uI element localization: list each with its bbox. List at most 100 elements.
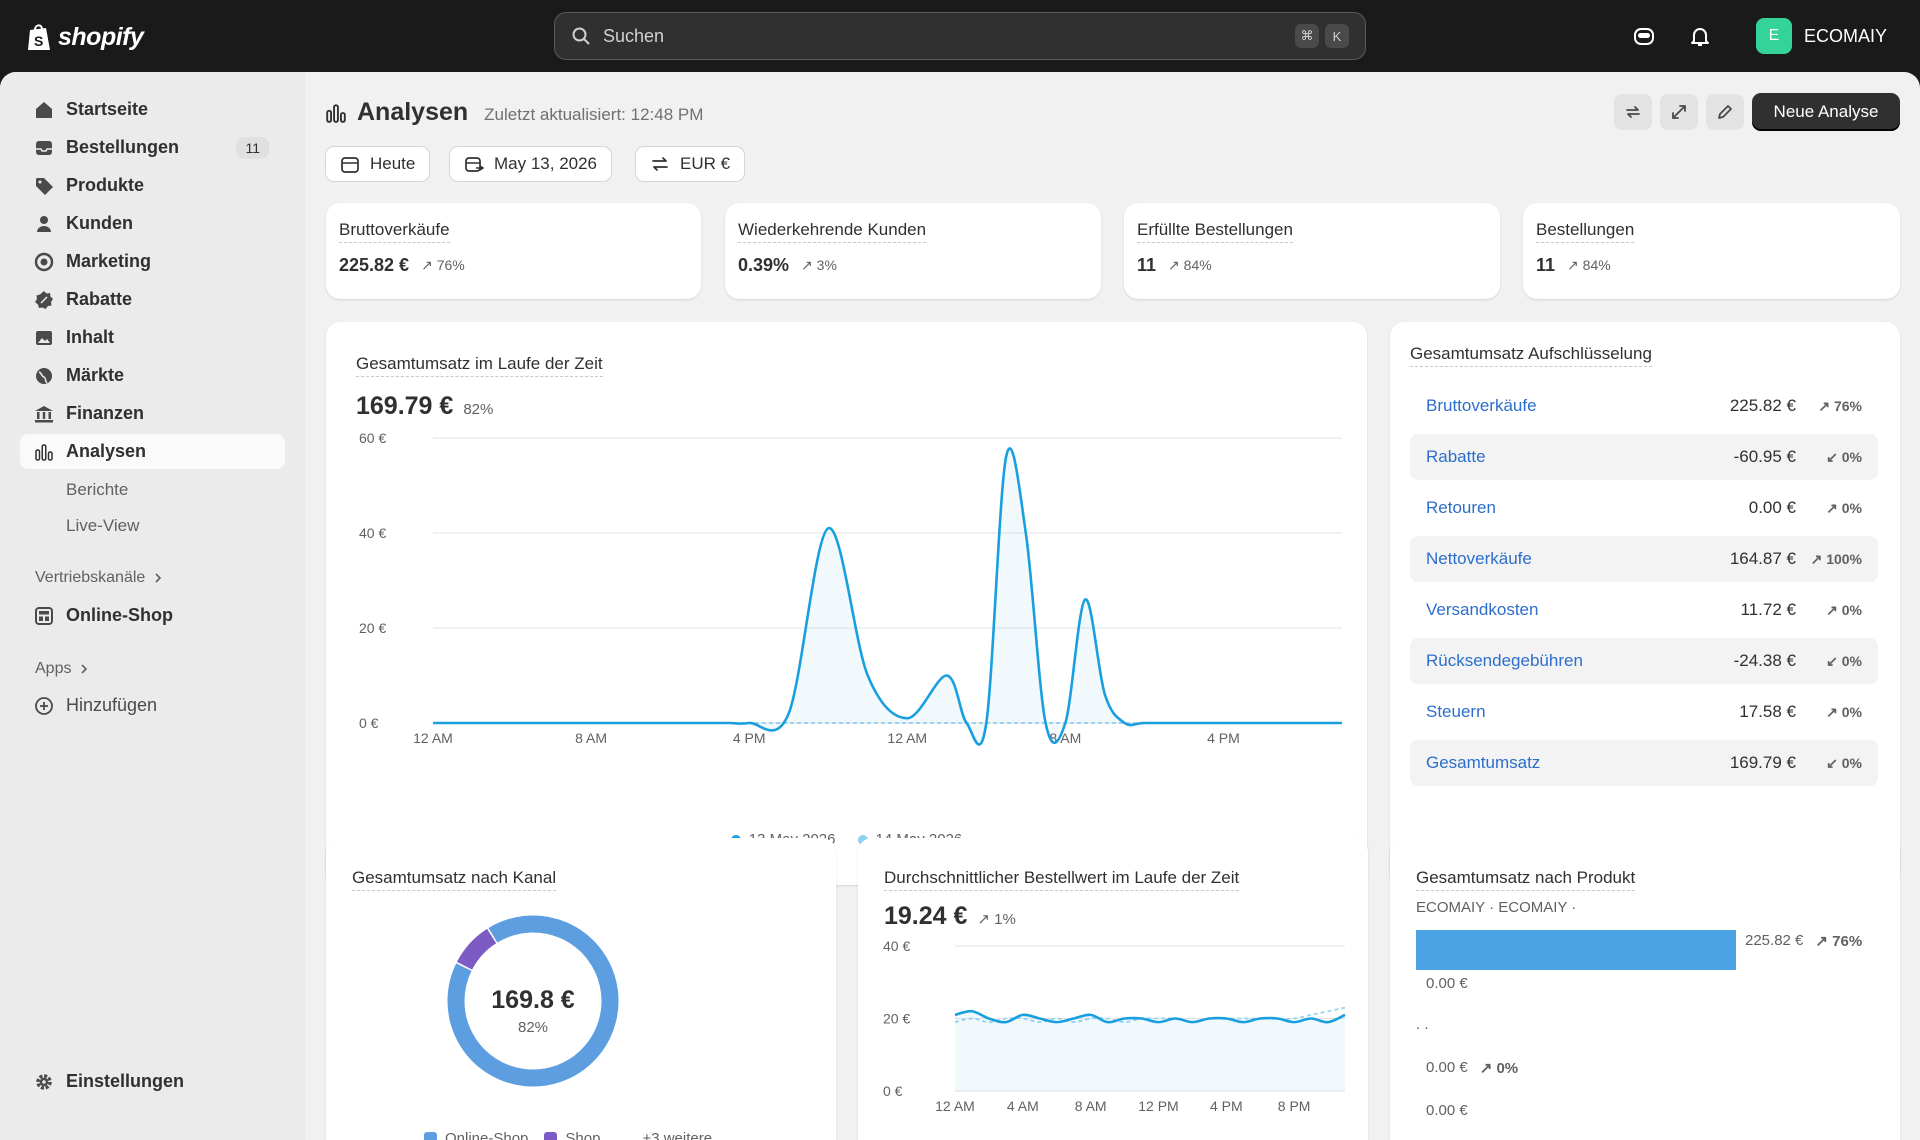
breakdown-row-bruttoverkaeufe[interactable]: Bruttoverkäufe 225.82 € ↗ 76% — [1410, 383, 1878, 429]
sales-by-product-card[interactable]: Gesamtumsatz nach Produkt ECOMAIY · ECOM… — [1390, 838, 1900, 1140]
currency-filter[interactable]: EUR € — [635, 146, 746, 182]
sidebar-item-einstellungen[interactable]: Einstellungen — [20, 1064, 285, 1099]
refresh-button[interactable] — [1614, 94, 1652, 130]
edit-button[interactable] — [1706, 94, 1744, 130]
card-title: Gesamtumsatz nach Produkt — [1416, 868, 1636, 891]
series-line-current — [954, 1009, 1346, 1024]
sidebar-subitem-berichte[interactable]: Berichte — [66, 480, 129, 499]
sidebar-item-startseite[interactable]: Startseite — [20, 92, 285, 127]
search-input[interactable]: Suchen ⌘ K — [554, 12, 1366, 60]
breakdown-label[interactable]: Gesamtumsatz — [1426, 753, 1541, 772]
breakdown-row-gesamtumsatz[interactable]: Gesamtumsatz 169.79 € ↙ 0% — [1410, 740, 1878, 786]
sidebar-item-produkte[interactable]: Produkte — [20, 168, 285, 203]
x-tick-label: 4 PM — [1210, 1098, 1243, 1114]
aov-value: 19.24 € — [884, 902, 968, 930]
sales-channels-label: Vertriebskanäle — [35, 569, 146, 586]
sidebar-item-add-app[interactable]: Hinzufügen — [20, 688, 285, 723]
chevron-right-icon — [155, 573, 162, 583]
sidebar-item-kunden[interactable]: Kunden — [20, 206, 285, 241]
kpi-card-wiederkehrende-kunden[interactable]: Wiederkehrende Kunden 0.39% ↗ 3% — [725, 203, 1101, 299]
sidekick-icon[interactable] — [1630, 22, 1658, 50]
breakdown-label[interactable]: Steuern — [1426, 702, 1486, 721]
breakdown-row-nettoverkaeufe[interactable]: Nettoverkäufe 164.87 € ↗ 100% — [1410, 536, 1878, 582]
breakdown-value: -24.38 € — [1733, 651, 1796, 670]
kpi-delta-value: 76% — [436, 257, 465, 273]
breakdown-row-ruecksendegebuehren[interactable]: Rücksendegebühren -24.38 € ↙ 0% — [1410, 638, 1878, 684]
sidebar-item-label: Hinzufügen — [66, 695, 158, 715]
orders-icon — [36, 140, 52, 155]
sidebar-item-analysen[interactable]: Analysen — [20, 434, 285, 469]
kpi-delta: ↗ 84% — [1567, 257, 1611, 273]
x-tick-label: 12 PM — [1138, 1098, 1178, 1114]
sidebar-item-finanzen[interactable]: Finanzen — [20, 396, 285, 431]
shortcut-k-key: K — [1325, 24, 1349, 48]
date-range-filter[interactable]: Heute — [325, 146, 431, 182]
breakdown-label[interactable]: Rücksendegebühren — [1426, 651, 1583, 670]
kpi-value: 0.39% — [738, 255, 790, 275]
sidebar-item-inhalt[interactable]: Inhalt — [20, 320, 285, 355]
donut-center-value: 169.8 € — [491, 986, 575, 1014]
breakdown-delta: ↗ 0% — [1826, 601, 1862, 618]
breakdown-label[interactable]: Nettoverkäufe — [1426, 549, 1532, 568]
kpi-delta: ↗ 3% — [801, 257, 837, 273]
discount-icon — [35, 290, 53, 309]
breakdown-row-rabatte[interactable]: Rabatte -60.95 € ↙ 0% — [1410, 434, 1878, 480]
breakdown-row-versandkosten[interactable]: Versandkosten 11.72 € ↗ 0% — [1410, 587, 1878, 633]
new-analysis-button[interactable]: Neue Analyse — [1752, 93, 1900, 131]
breakdown-label[interactable]: Bruttoverkäufe — [1426, 396, 1537, 415]
sales-total-value: 169.79 € — [356, 392, 454, 420]
shopify-logo[interactable]: S shopify — [26, 22, 144, 52]
comparison-date-filter[interactable]: May 13, 2026 — [449, 146, 613, 182]
top-bar: S shopify Suchen ⌘ K E ECOMAIY — [0, 0, 1920, 72]
y-tick-label: 0 € — [359, 715, 379, 731]
expand-icon — [1672, 105, 1686, 119]
kpi-card-bruttoverkaeufe[interactable]: Bruttoverkäufe 225.82 € ↗ 76% — [326, 203, 701, 299]
shopify-bag-icon: S — [28, 24, 50, 50]
product-row-value: 0.00 € — [1426, 1059, 1468, 1076]
sales-by-channel-card[interactable]: Gesamtumsatz nach Kanal 169.8 € 82% Onli… — [326, 838, 836, 1140]
sidebar-item-rabatte[interactable]: Rabatte — [20, 282, 285, 317]
sidebar-subitem-live-view[interactable]: Live-View — [66, 516, 140, 535]
breakdown-value: 169.79 € — [1729, 753, 1796, 772]
aov-delta: ↗ 1% — [977, 911, 1016, 928]
y-tick-label: 40 € — [359, 525, 386, 541]
sidebar-item-marketing[interactable]: Marketing — [20, 244, 285, 279]
kpi-card-erfuellte-bestellungen[interactable]: Erfüllte Bestellungen 11 ↗ 84% — [1124, 203, 1500, 299]
series-area-current — [433, 448, 1342, 745]
store-icon — [35, 606, 53, 625]
aov-card[interactable]: Durchschnittlicher Bestellwert im Laufe … — [858, 838, 1368, 1140]
sidebar-item-online-shop[interactable]: Online-Shop — [20, 598, 285, 633]
card-title: Durchschnittlicher Bestellwert im Laufe … — [884, 868, 1240, 891]
sales-channels-section[interactable]: Vertriebskanäle — [35, 569, 163, 587]
kpi-card-bestellungen[interactable]: Bestellungen 11 ↗ 84% — [1523, 203, 1900, 299]
breakdown-delta: ↗ 0% — [1826, 499, 1862, 516]
sales-breakdown-card[interactable]: Gesamtumsatz Aufschlüsselung Bruttoverkä… — [1390, 322, 1900, 885]
bell-icon[interactable] — [1686, 22, 1714, 50]
breakdown-label[interactable]: Retouren — [1426, 498, 1496, 517]
currency-exchange-icon — [652, 157, 668, 171]
breakdown-label[interactable]: Versandkosten — [1426, 600, 1539, 619]
sidebar-item-bestellungen[interactable]: Bestellungen 11 — [20, 130, 285, 165]
apps-section[interactable]: Apps — [35, 660, 89, 678]
donut-slice-shop — [456, 928, 497, 970]
donut-center-delta: 82% — [517, 1019, 549, 1036]
sales-line-chart: 0 €20 €40 €60 €12 AM 8 AM 4 PM 12 AM 8 AM 4 P… — [359, 430, 1342, 746]
legend-label: Online-Shop — [445, 1130, 529, 1140]
sales-total-delta: 82% — [463, 401, 494, 418]
product-row-delta: ↗ 0% — [1479, 1060, 1519, 1077]
store-menu[interactable]: E ECOMAIY — [1756, 18, 1887, 54]
product-row-delta-value: 0% — [1496, 1060, 1519, 1077]
sales-over-time-card[interactable]: Gesamtumsatz im Laufe der Zeit 169.79 € … — [326, 322, 1367, 885]
legend-more[interactable]: +3 weitere — [642, 1130, 713, 1140]
breakdown-value: 225.82 € — [1729, 396, 1796, 415]
sidebar-item-label: Kunden — [66, 213, 133, 233]
breakdown-row-steuern[interactable]: Steuern 17.58 € ↗ 0% — [1410, 689, 1878, 735]
breakdown-label[interactable]: Rabatte — [1426, 447, 1486, 466]
sidebar-item-maerkte[interactable]: Märkte — [20, 358, 285, 393]
series-line-current — [433, 447, 1342, 746]
y-tick-label: 20 € — [359, 620, 386, 636]
fullscreen-button[interactable] — [1660, 94, 1698, 130]
shopify-wordmark: shopify — [58, 22, 144, 51]
breakdown-row-retouren[interactable]: Retouren 0.00 € ↗ 0% — [1410, 485, 1878, 531]
breakdown-value: 11.72 € — [1740, 600, 1796, 619]
